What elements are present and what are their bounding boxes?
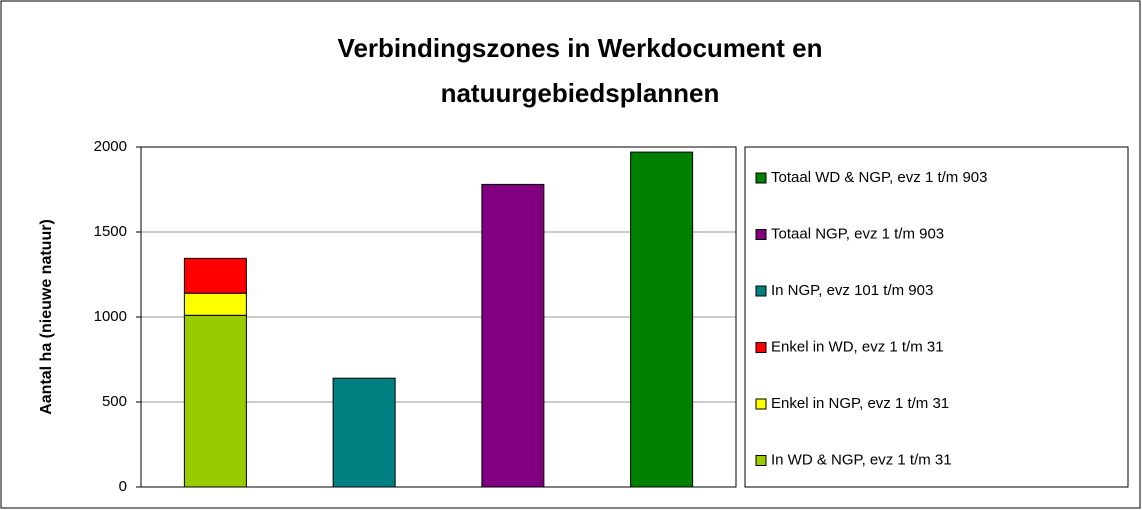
y-tick-label: 1500 [94, 223, 127, 240]
y-tick-label: 500 [102, 393, 127, 410]
bar-segment [481, 183, 545, 488]
bar-segment [183, 292, 247, 316]
legend-swatch [755, 229, 767, 240]
plot-border [140, 146, 737, 488]
legend-label: Totaal WD & NGP, evz 1 t/m 903 [771, 169, 987, 186]
legend-label: Enkel in NGP, evz 1 t/m 31 [771, 395, 949, 412]
chart-title: natuurgebiedsplannen [441, 78, 720, 108]
legend-swatch [755, 285, 767, 297]
y-axis-label: Aantal ha (nieuwe natuur) [38, 219, 55, 415]
legend-box [744, 146, 1129, 488]
legend-label: In WD & NGP, evz 1 t/m 31 [771, 451, 952, 468]
bar-segment [332, 377, 396, 488]
legend-swatch [755, 455, 767, 466]
y-tick-label: 0 [119, 478, 127, 495]
legend-swatch [755, 172, 767, 184]
bar-segment [630, 151, 694, 488]
legend-label: In NGP, evz 101 t/m 903 [771, 282, 933, 299]
legend-swatch [755, 342, 767, 353]
y-tick-label: 2000 [94, 138, 127, 155]
bar-segment [183, 314, 247, 488]
legend-label: Enkel in WD, evz 1 t/m 31 [771, 338, 944, 355]
y-tick-label: 1000 [94, 308, 127, 325]
chart-title: Verbindingszones in Werkdocument en [338, 33, 823, 63]
legend-label: Totaal NGP, evz 1 t/m 903 [771, 225, 944, 242]
bar-segment [183, 257, 247, 294]
legend-swatch [755, 398, 767, 410]
